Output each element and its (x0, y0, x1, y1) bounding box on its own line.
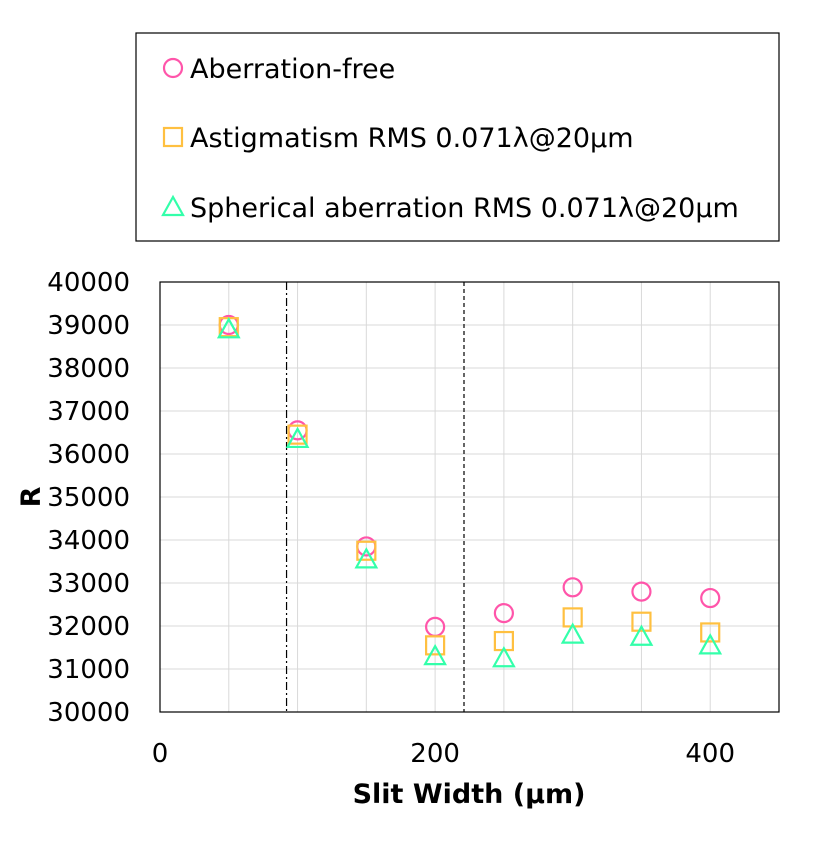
legend-marker-circle (162, 57, 184, 79)
legend-label: Aberration-free (190, 54, 395, 85)
data-point-square (287, 424, 308, 445)
data-point-triangle (629, 624, 654, 646)
data-point-triangle (560, 622, 585, 644)
series-square (218, 317, 721, 656)
legend-marker-triangle (161, 194, 185, 217)
data-point-triangle (216, 317, 241, 339)
data-point-triangle (423, 643, 447, 666)
y-tick-label: 30000 (47, 698, 130, 728)
y-tick-label: 40000 (47, 268, 130, 298)
y-tick-label: 37000 (47, 397, 130, 427)
legend-marker-square (162, 126, 184, 148)
data-point-circle (562, 577, 583, 598)
legend-label: Spherical aberration RMS 0.071λ@20µm (190, 193, 739, 224)
data-point-circle (493, 602, 514, 624)
data-point-triangle (354, 547, 379, 569)
y-tick-label: 34000 (47, 526, 130, 556)
plot-frame (159, 281, 780, 713)
y-tick-label: 39000 (47, 311, 130, 341)
data-point-square (425, 635, 446, 656)
y-tick-label: 33000 (47, 569, 130, 599)
y-tick-label: 36000 (47, 440, 130, 470)
y-tick-label: 35000 (47, 483, 130, 513)
data-point-triangle (698, 633, 723, 655)
x-tick-label: 200 (410, 739, 460, 769)
legend: Aberration-free Astigmatism RMS 0.071λ@20… (135, 32, 780, 242)
data-point-triangle (492, 645, 516, 668)
y-tick-label: 31000 (47, 655, 130, 685)
plot-area: 30000 31000 32000 33000 34000 35000 36000 37000… (47, 268, 780, 769)
x-axis-title: Slit Width (µm) (353, 779, 586, 810)
legend-item: Astigmatism RMS 0.071λ@20µm (162, 123, 634, 154)
data-point-square (700, 622, 721, 643)
data-point-circle (631, 581, 652, 602)
legend-box (135, 32, 780, 242)
x-tick-label: 400 (685, 739, 735, 769)
legend-label: Astigmatism RMS 0.071λ@20µm (190, 123, 634, 154)
y-tick-label: 38000 (47, 354, 130, 384)
series-triangle (216, 317, 723, 668)
data-point-square (356, 540, 377, 561)
data-point-circle (700, 587, 721, 609)
series-circle (218, 314, 721, 637)
legend-item: Aberration-free (162, 54, 395, 85)
data-point-square (631, 611, 652, 632)
y-axis-title: R (16, 486, 47, 507)
data-point-triangle (285, 426, 310, 449)
y-tick-label: 32000 (47, 612, 130, 642)
x-tick-label: 0 (152, 739, 169, 769)
legend-item: Spherical aberration RMS 0.071λ@20µm (161, 193, 739, 224)
